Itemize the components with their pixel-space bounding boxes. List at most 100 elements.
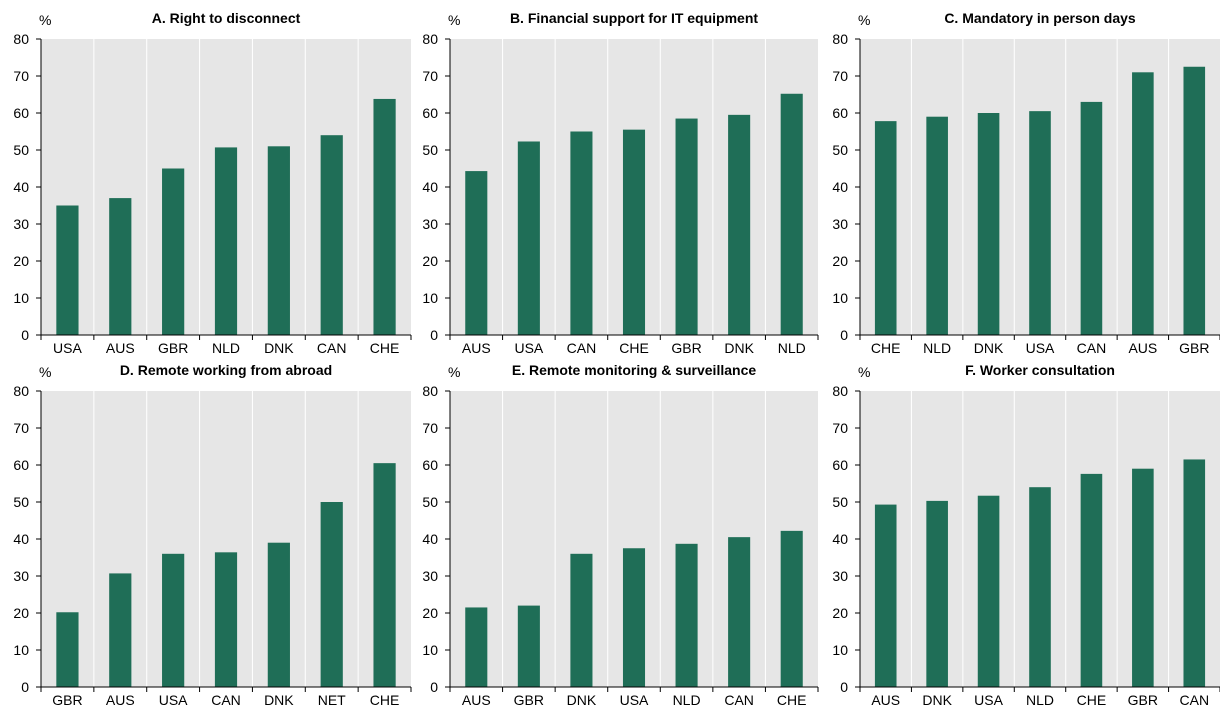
y-tick-label: 30 xyxy=(832,216,848,232)
bar-nld xyxy=(780,93,803,335)
chart-panel-3: 0 10 20 30 40 50 60 70 80 CHE NLD DNK USA CAN AUS GBR% C… xyxy=(832,10,1220,356)
y-unit-label: % xyxy=(858,12,870,28)
x-tick-label-can: CAN xyxy=(1077,340,1107,356)
y-tick-label: 20 xyxy=(13,253,29,269)
x-tick-label-gbr: GBR xyxy=(1179,340,1209,356)
bar-can xyxy=(728,537,751,687)
y-tick-label: 10 xyxy=(422,642,438,658)
y-tick-label: 40 xyxy=(832,531,848,547)
bar-dnk xyxy=(926,500,948,687)
panel-title: C. Mandatory in person days xyxy=(944,10,1136,26)
bar-usa xyxy=(1029,111,1051,336)
bar-gbr xyxy=(1132,468,1154,687)
x-tick-label-gbr: GBR xyxy=(1128,692,1158,708)
y-tick-label: 40 xyxy=(832,179,848,195)
y-tick-label: 60 xyxy=(13,457,29,473)
x-tick-label-aus: AUS xyxy=(462,692,491,708)
y-tick-label: 20 xyxy=(832,253,848,269)
bar-usa xyxy=(622,548,646,687)
y-tick-label: 10 xyxy=(422,290,438,306)
y-tick-label: 80 xyxy=(13,383,29,399)
x-tick-label-usa: USA xyxy=(620,692,649,708)
y-tick-label: 70 xyxy=(13,420,29,436)
x-tick-label-aus: AUS xyxy=(106,340,135,356)
bar-usa xyxy=(517,141,540,335)
bar-nld xyxy=(1029,487,1051,687)
chart-panel-5: 0 10 20 30 40 50 60 70 80 AUS GBR DNK USA NLD CAN CHE% E… xyxy=(422,362,819,708)
x-tick-label-nld: NLD xyxy=(1026,692,1054,708)
bar-nld xyxy=(675,543,698,687)
bar-usa xyxy=(162,553,185,687)
panel-title: F. Worker consultation xyxy=(965,362,1115,378)
bar-aus xyxy=(465,171,488,335)
y-tick-label: 0 xyxy=(840,327,848,343)
chart-panel-2: 0 10 20 30 40 50 60 70 80 AUS USA CAN CHE GBR DNK NLD% B… xyxy=(422,10,819,356)
y-tick-label: 50 xyxy=(422,142,438,158)
bar-dnk xyxy=(267,146,290,335)
y-tick-label: 30 xyxy=(422,568,438,584)
x-tick-label-usa: USA xyxy=(1026,340,1055,356)
bar-che xyxy=(874,121,897,335)
bar-usa xyxy=(56,205,79,335)
bar-aus xyxy=(1132,72,1154,336)
y-tick-label: 80 xyxy=(422,383,438,399)
y-tick-label: 30 xyxy=(13,216,29,232)
x-tick-label-gbr: GBR xyxy=(514,692,544,708)
bar-gbr xyxy=(517,605,540,687)
y-tick-label: 60 xyxy=(13,105,29,121)
y-tick-label: 20 xyxy=(422,605,438,621)
x-tick-label-nld: NLD xyxy=(923,340,951,356)
x-tick-label-dnk: DNK xyxy=(264,340,294,356)
x-tick-label-can: CAN xyxy=(724,692,754,708)
y-tick-label: 60 xyxy=(422,105,438,121)
bar-can xyxy=(1183,459,1206,687)
y-tick-label: 20 xyxy=(422,253,438,269)
bar-che xyxy=(373,463,396,687)
y-tick-label: 40 xyxy=(422,179,438,195)
x-tick-label-can: CAN xyxy=(1180,692,1210,708)
y-tick-label: 80 xyxy=(422,31,438,47)
y-tick-label: 30 xyxy=(832,568,848,584)
x-tick-label-dnk: DNK xyxy=(567,692,597,708)
bar-can xyxy=(214,552,238,687)
bar-dnk xyxy=(728,114,751,335)
bar-usa xyxy=(977,495,1000,687)
bar-dnk xyxy=(267,542,290,687)
y-tick-label: 60 xyxy=(422,457,438,473)
x-tick-label-can: CAN xyxy=(567,340,597,356)
bar-aus xyxy=(109,198,132,335)
y-tick-label: 70 xyxy=(832,68,848,84)
bar-gbr xyxy=(56,612,79,687)
y-tick-label: 80 xyxy=(832,31,848,47)
x-tick-label-che: CHE xyxy=(1077,692,1107,708)
panel-title: B. Financial support for IT equipment xyxy=(510,10,758,26)
bar-che xyxy=(780,530,803,687)
x-tick-label-aus: AUS xyxy=(871,692,900,708)
y-tick-label: 0 xyxy=(430,327,438,343)
bar-gbr xyxy=(162,168,185,335)
y-unit-label: % xyxy=(448,12,460,28)
x-tick-label-dnk: DNK xyxy=(264,692,294,708)
y-tick-label: 70 xyxy=(422,68,438,84)
y-tick-label: 60 xyxy=(832,457,848,473)
bar-aus xyxy=(465,607,488,687)
y-unit-label: % xyxy=(39,364,51,380)
y-tick-label: 10 xyxy=(13,642,29,658)
bar-nld xyxy=(214,147,238,335)
x-tick-label-che: CHE xyxy=(871,340,901,356)
chart-panel-4: 0 10 20 30 40 50 60 70 80 GBR AUS USA CAN DNK NET CHE% D… xyxy=(13,362,412,708)
y-tick-label: 10 xyxy=(13,290,29,306)
y-tick-label: 40 xyxy=(13,531,29,547)
y-unit-label: % xyxy=(39,12,51,28)
y-tick-label: 0 xyxy=(21,327,29,343)
y-tick-label: 50 xyxy=(832,142,848,158)
y-tick-label: 50 xyxy=(832,494,848,510)
y-tick-label: 10 xyxy=(832,290,848,306)
bar-can xyxy=(570,131,593,335)
bar-gbr xyxy=(675,118,698,335)
x-tick-label-nld: NLD xyxy=(673,692,701,708)
x-tick-label-che: CHE xyxy=(370,340,400,356)
x-tick-label-che: CHE xyxy=(619,340,649,356)
y-tick-label: 10 xyxy=(832,642,848,658)
